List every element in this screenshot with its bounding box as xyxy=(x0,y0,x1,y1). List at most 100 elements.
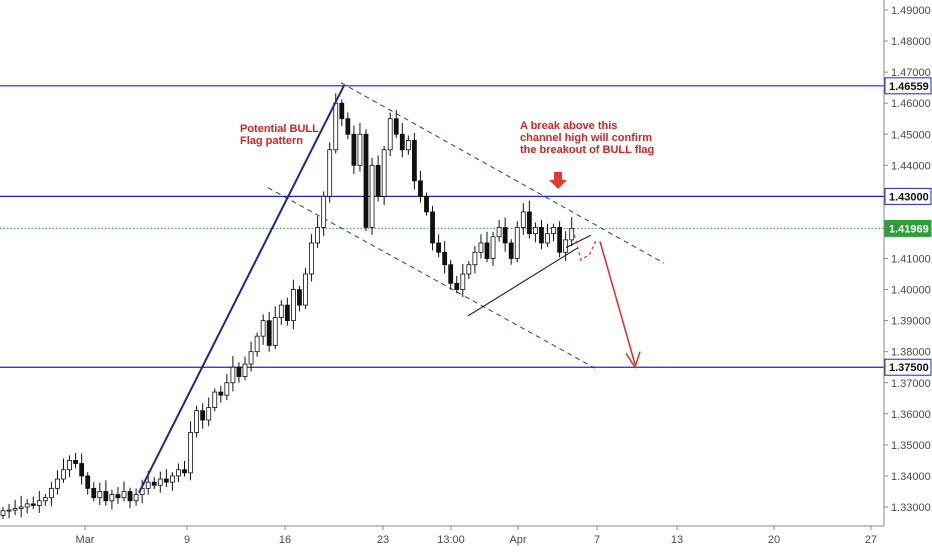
level-lines xyxy=(0,85,884,368)
candle-body xyxy=(6,509,12,512)
candle-body xyxy=(363,133,369,228)
price-label: 1.46559 xyxy=(884,77,932,95)
candle-body xyxy=(327,149,333,197)
y-tick-label: 1.46000 xyxy=(891,98,931,110)
annotation-breakout-line: channel high will confirm xyxy=(520,132,652,144)
candle-body xyxy=(557,227,562,253)
x-tick-label: 16 xyxy=(279,534,291,546)
candle-body xyxy=(478,242,484,253)
candle-body xyxy=(224,382,230,396)
candle-body xyxy=(460,273,466,290)
x-tick-label: 23 xyxy=(377,534,389,546)
candle-body xyxy=(18,506,24,509)
candle-body xyxy=(230,366,236,384)
candle-body xyxy=(424,195,429,213)
x-tick-label: Mar xyxy=(76,534,95,546)
candle-body xyxy=(448,264,454,284)
candle-body xyxy=(508,242,514,259)
price-label: 1.37500 xyxy=(884,358,932,376)
y-tick-label: 1.49000 xyxy=(891,5,931,17)
candle-body xyxy=(411,140,417,182)
candle-body xyxy=(127,491,133,502)
candle-body xyxy=(405,140,411,151)
candle-body xyxy=(514,227,520,259)
candle-body xyxy=(436,242,442,253)
candle-body xyxy=(526,211,532,235)
y-tick-label: 1.33000 xyxy=(891,502,931,514)
candle-body xyxy=(490,236,496,259)
candle-body xyxy=(351,133,357,166)
candle-body xyxy=(260,320,266,337)
y-tick-label: 1.48000 xyxy=(891,36,931,48)
candle-body xyxy=(194,410,200,433)
candle-body xyxy=(236,366,242,377)
candle-body xyxy=(103,491,109,502)
price-label: 1.43000 xyxy=(884,187,932,205)
candle-body xyxy=(218,391,224,396)
price-label-box xyxy=(884,219,932,237)
candle-body xyxy=(182,469,187,474)
projection-arrow-head xyxy=(625,351,641,369)
candle-body xyxy=(381,149,387,197)
y-tick-label: 1.34000 xyxy=(891,471,931,483)
x-tick-label: 20 xyxy=(768,534,780,546)
candle-body xyxy=(157,478,163,486)
candle-body xyxy=(399,133,405,151)
candle-body xyxy=(248,351,254,365)
candle-body xyxy=(496,227,502,238)
candle-body xyxy=(151,481,157,486)
drawings xyxy=(138,85,641,494)
candle-body xyxy=(188,432,193,474)
candle-body xyxy=(145,481,151,489)
candle-body xyxy=(454,282,460,290)
candle-body xyxy=(345,118,351,135)
candle-body xyxy=(520,211,526,228)
candle-body xyxy=(545,233,550,244)
price-label-box xyxy=(884,77,932,95)
candle-body xyxy=(176,469,181,477)
price-label-text: 1.46559 xyxy=(889,81,929,93)
channel-upper-line xyxy=(340,82,665,264)
x-tick-label: Apr xyxy=(509,534,526,546)
candle-body xyxy=(121,491,127,499)
projection-dashed-path xyxy=(572,228,598,262)
candles xyxy=(0,93,575,520)
candle-body xyxy=(163,478,169,483)
candle-body xyxy=(49,487,54,499)
candle-body xyxy=(85,475,91,489)
candle-body xyxy=(563,239,569,253)
candle-body xyxy=(303,273,308,306)
candle-body xyxy=(115,494,121,499)
price-label-box xyxy=(884,358,932,376)
wedge-upper-line xyxy=(565,234,592,249)
candle-body xyxy=(169,475,175,483)
y-tick-label: 1.35000 xyxy=(891,440,931,452)
x-tick-label: 27 xyxy=(865,534,877,546)
candle-body xyxy=(55,478,60,489)
candle-body xyxy=(551,227,556,235)
candle-body xyxy=(12,508,18,511)
candle-body xyxy=(97,491,103,499)
y-tick-label: 1.37000 xyxy=(891,378,931,390)
candle-body xyxy=(533,227,538,235)
candle-body xyxy=(24,503,30,508)
x-tick-label: 13 xyxy=(671,534,683,546)
candle-body xyxy=(67,460,72,471)
candle-body xyxy=(42,497,48,502)
candle-body xyxy=(430,211,435,244)
y-tick-label: 1.40000 xyxy=(891,285,931,297)
candle-body xyxy=(393,118,399,135)
annotation-bull-flag-line: Potential BULL xyxy=(240,123,319,135)
candle-body xyxy=(290,289,296,322)
candle-body xyxy=(309,242,314,275)
candle-body xyxy=(418,180,423,197)
annotation-bull-flag-line: Flag pattern xyxy=(240,135,303,147)
candle-body xyxy=(212,391,218,409)
annotation-breakout-line: A break above this xyxy=(520,120,617,132)
candle-body xyxy=(109,494,115,502)
candle-body xyxy=(369,164,375,228)
candle-body xyxy=(0,510,6,516)
price-label-text: 1.41969 xyxy=(889,223,929,235)
